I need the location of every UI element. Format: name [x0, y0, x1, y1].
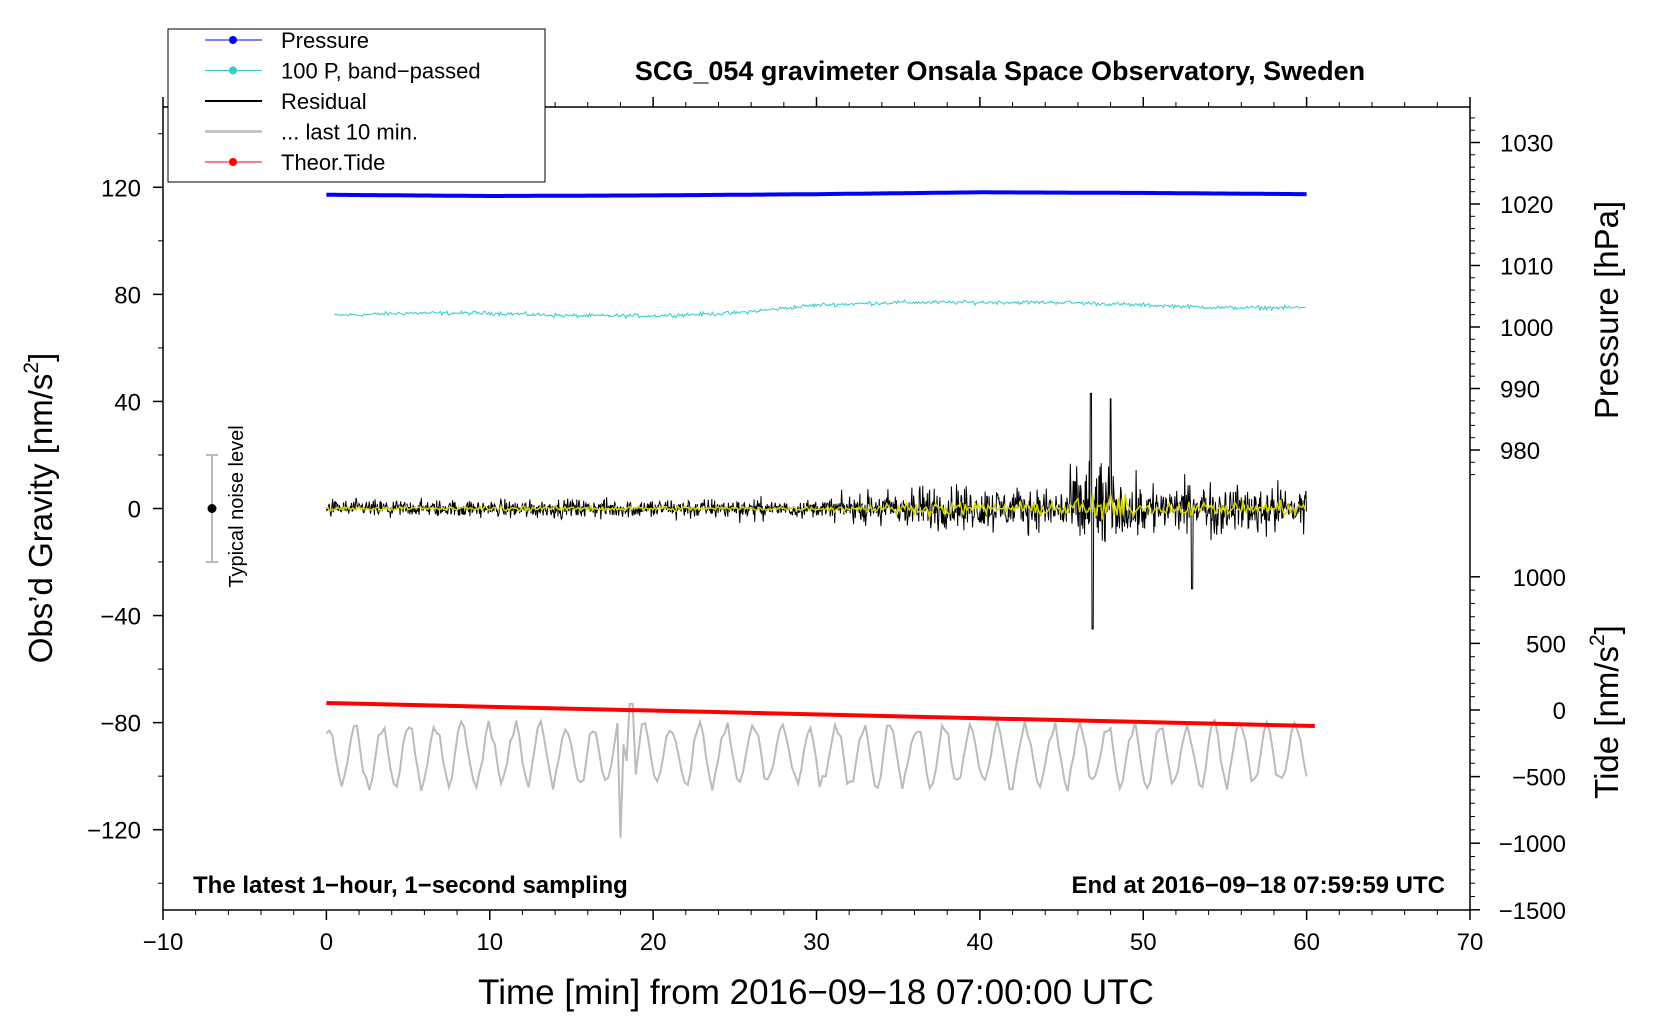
tide-axis: 1000 500 0 −500 −1000 −1500 — [1470, 565, 1566, 925]
band-passed-line — [334, 299, 1306, 320]
y-tick-label: 0 — [128, 497, 141, 524]
x-axis-label: Time [min] from 2016−09−18 07:00:00 UTC — [478, 973, 1154, 1012]
x-tick-label: 40 — [967, 929, 994, 956]
y-axis-label-tide: Tide [nm/s2] — [1586, 625, 1625, 799]
residual-line — [325, 392, 1307, 630]
legend-label: 100 P, band−passed — [281, 59, 481, 84]
legend-box — [167, 28, 546, 183]
y-axis-label-left: Obs’d Gravity [nm/s2] — [20, 353, 59, 664]
pressure-tick-label: 1020 — [1500, 192, 1553, 219]
pressure-line — [326, 190, 1307, 198]
y-tick-label: 40 — [114, 389, 141, 416]
x-tick-label: 30 — [803, 929, 830, 956]
tide-tick-label: 500 — [1526, 631, 1566, 658]
tide-tick-label: −500 — [1512, 765, 1566, 792]
x-tick-label: 10 — [476, 929, 503, 956]
noise-label: Typical noise level — [226, 425, 248, 587]
pressure-tick-label: 1000 — [1500, 315, 1553, 342]
y-axis-label-pressure: Pressure [hPa] — [1588, 201, 1625, 419]
y-axis-left: 120 80 40 0 −40 −80 −120 — [87, 133, 163, 884]
tide-tick-label: 1000 — [1513, 565, 1566, 592]
x-tick-label: 50 — [1130, 929, 1157, 956]
y-tick-label: −40 — [100, 604, 141, 631]
legend-label: ... last 10 min. — [281, 120, 418, 145]
y-tick-label: 80 — [114, 282, 141, 309]
legend-swatch-marker — [229, 36, 237, 44]
x-tick-label: 20 — [640, 929, 667, 956]
residual-smoothed-line — [326, 493, 1306, 521]
legend-label: Pressure — [281, 28, 369, 53]
annotation-right: End at 2016−09−18 07:59:59 UTC — [1071, 872, 1445, 899]
pressure-axis: 1030 1020 1010 1000 990 980 — [1470, 117, 1553, 476]
series-layer — [325, 190, 1315, 838]
legend-label: Theor.Tide — [281, 150, 385, 175]
x-tick-label: −10 — [143, 929, 184, 956]
legend-swatch-marker — [229, 66, 237, 75]
pressure-tick-label: 980 — [1500, 438, 1540, 465]
pressure-tick-label: 990 — [1500, 377, 1540, 404]
annotation-left: The latest 1−hour, 1−second sampling — [193, 872, 628, 899]
noise-dot — [207, 504, 217, 513]
y-tick-label: 120 — [101, 175, 141, 202]
legend-label: Residual — [281, 89, 367, 114]
pressure-tick-label: 1010 — [1500, 254, 1553, 281]
pressure-tick-label: 1030 — [1500, 131, 1553, 158]
tide-tick-label: 0 — [1553, 698, 1566, 725]
noise-marker: Typical noise level — [206, 425, 248, 588]
x-tick-label: 60 — [1293, 929, 1320, 956]
x-tick-label: 0 — [320, 929, 333, 956]
legend: Pressure 100 P, band−passed Residual ... la… — [167, 28, 546, 183]
tide-tick-label: −1500 — [1499, 898, 1566, 925]
y-tick-label: −120 — [87, 818, 141, 845]
legend-swatch-marker — [229, 158, 237, 166]
x-axis: −10 0 10 20 30 40 50 60 70 — [143, 97, 1484, 956]
y-tick-label: −80 — [100, 711, 141, 738]
tide-line — [326, 701, 1315, 728]
chart-title: SCG_054 gravimeter Onsala Space Observat… — [635, 56, 1365, 86]
last-10-min-line — [325, 702, 1308, 838]
x-tick-label: 70 — [1457, 929, 1484, 956]
tide-tick-label: −1000 — [1499, 831, 1566, 858]
